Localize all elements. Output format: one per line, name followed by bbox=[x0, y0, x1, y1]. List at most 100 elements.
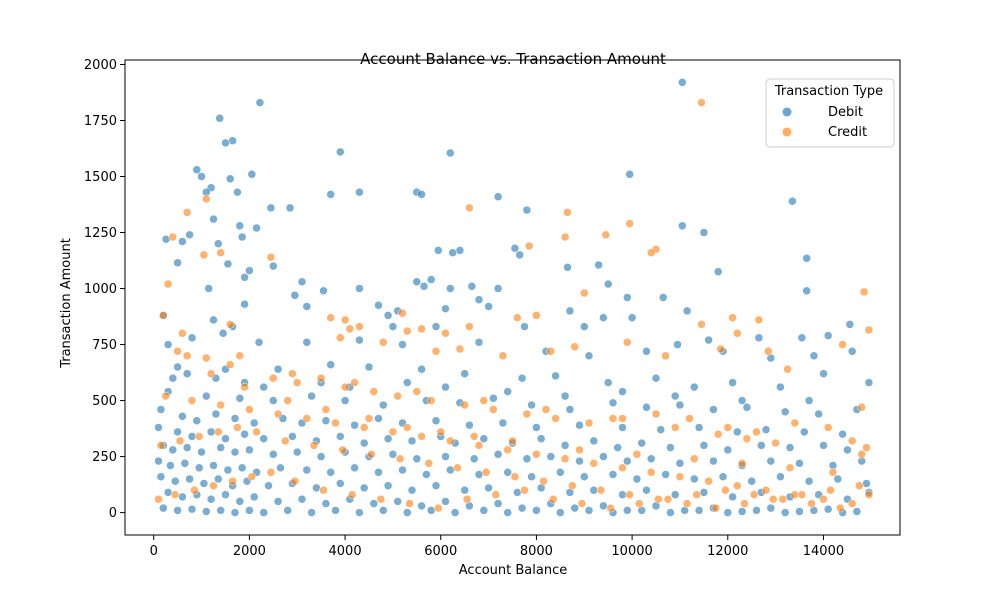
point-debit bbox=[546, 452, 556, 461]
point-debit bbox=[709, 456, 718, 466]
point-debit bbox=[431, 481, 441, 490]
point-debit bbox=[441, 382, 450, 392]
point-credit bbox=[785, 463, 795, 473]
point-credit bbox=[838, 340, 847, 349]
point-credit bbox=[292, 378, 302, 387]
point-debit bbox=[168, 445, 178, 455]
y-tick-label: 500 bbox=[92, 394, 117, 409]
point-credit bbox=[321, 405, 331, 414]
point-debit bbox=[307, 391, 316, 401]
point-credit bbox=[596, 485, 606, 495]
point-debit bbox=[742, 403, 752, 412]
point-debit bbox=[675, 459, 685, 468]
legend-marker-debit bbox=[782, 107, 792, 117]
point-debit bbox=[266, 203, 276, 213]
point-credit bbox=[625, 490, 634, 499]
point-debit bbox=[185, 230, 194, 240]
x-axis-label: Account Balance bbox=[459, 563, 567, 578]
point-debit bbox=[302, 465, 312, 475]
point-debit bbox=[163, 488, 173, 497]
point-debit bbox=[326, 360, 335, 369]
point-credit bbox=[319, 485, 328, 495]
point-debit bbox=[321, 416, 331, 425]
point-credit bbox=[847, 499, 857, 508]
point-credit bbox=[857, 450, 866, 459]
point-credit bbox=[728, 313, 737, 322]
point-debit bbox=[154, 456, 163, 466]
point-debit bbox=[398, 340, 407, 349]
point-debit bbox=[273, 497, 283, 506]
point-debit bbox=[359, 483, 369, 493]
point-credit bbox=[479, 396, 489, 405]
point-credit bbox=[266, 252, 276, 262]
point-debit bbox=[379, 400, 388, 410]
point-credit bbox=[154, 494, 163, 504]
point-debit bbox=[699, 228, 709, 237]
point-credit bbox=[302, 414, 312, 423]
point-credit bbox=[570, 342, 579, 352]
point-debit bbox=[245, 506, 254, 515]
point-credit bbox=[752, 427, 761, 437]
point-debit bbox=[166, 461, 175, 470]
point-debit bbox=[560, 391, 570, 401]
point-debit bbox=[532, 506, 541, 515]
point-credit bbox=[355, 322, 364, 331]
y-tick-label: 1500 bbox=[84, 170, 117, 185]
point-credit bbox=[281, 436, 290, 446]
point-credit bbox=[713, 429, 723, 439]
point-credit bbox=[182, 351, 192, 361]
point-debit bbox=[221, 490, 230, 499]
point-debit bbox=[230, 447, 240, 457]
point-credit bbox=[568, 481, 577, 490]
point-credit bbox=[187, 396, 197, 405]
point-credit bbox=[606, 503, 615, 513]
point-credit bbox=[489, 405, 498, 414]
point-credit bbox=[692, 490, 701, 499]
point-credit bbox=[269, 373, 278, 383]
point-debit bbox=[434, 246, 443, 255]
point-credit bbox=[859, 287, 869, 297]
point-credit bbox=[202, 353, 211, 363]
point-debit bbox=[269, 396, 278, 405]
point-debit bbox=[182, 443, 192, 452]
point-debit bbox=[776, 472, 785, 481]
point-debit bbox=[364, 362, 374, 372]
y-axis: 0 250 500 750 1000 1250 1500 1750 2000 bbox=[84, 58, 125, 521]
point-debit bbox=[584, 351, 594, 361]
point-debit bbox=[594, 260, 603, 270]
point-debit bbox=[173, 258, 182, 268]
point-debit bbox=[319, 286, 328, 296]
point-debit bbox=[603, 378, 613, 387]
point-credit bbox=[214, 427, 223, 437]
point-credit bbox=[826, 485, 835, 495]
point-debit bbox=[584, 506, 594, 515]
point-credit bbox=[601, 230, 611, 240]
point-debit bbox=[403, 378, 412, 387]
point-credit bbox=[403, 326, 412, 336]
point-credit bbox=[161, 391, 170, 401]
point-debit bbox=[733, 427, 742, 437]
point-debit bbox=[699, 441, 709, 450]
point-debit bbox=[173, 506, 182, 515]
x-tick-label: 6000 bbox=[424, 544, 457, 559]
point-debit bbox=[276, 463, 285, 473]
point-debit bbox=[747, 476, 756, 486]
point-debit bbox=[484, 483, 493, 493]
plot-frame bbox=[124, 59, 901, 536]
y-tick-label: 750 bbox=[92, 338, 117, 353]
x-axis: 0 2000 4000 6000 8000 10000 12000 14000 bbox=[150, 535, 844, 559]
point-debit bbox=[704, 335, 713, 345]
point-credit bbox=[733, 481, 742, 490]
point-debit bbox=[804, 476, 814, 486]
point-credit bbox=[412, 387, 422, 396]
legend-label-debit: Debit bbox=[828, 105, 863, 120]
point-credit bbox=[704, 476, 713, 486]
point-debit bbox=[852, 507, 862, 516]
point-debit bbox=[479, 506, 489, 515]
point-debit bbox=[565, 405, 575, 414]
point-credit bbox=[345, 324, 355, 334]
point-credit bbox=[283, 396, 292, 405]
point-credit bbox=[618, 463, 627, 473]
point-debit bbox=[498, 418, 508, 428]
point-debit bbox=[214, 239, 223, 248]
